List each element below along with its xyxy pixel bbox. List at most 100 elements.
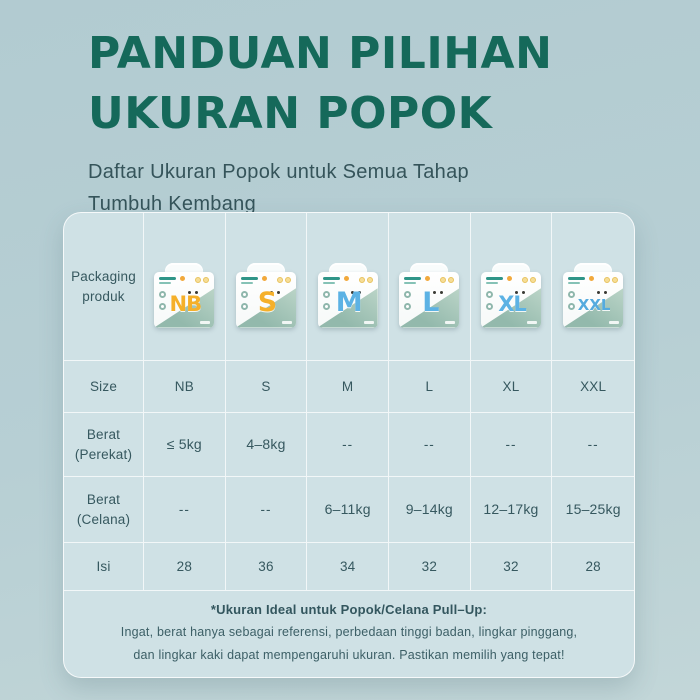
- count-mark: [609, 320, 620, 324]
- package-cell-xl: XL: [471, 213, 553, 360]
- size-row: Size NB S M L XL XXL: [64, 361, 634, 413]
- package-cell-s: S: [226, 213, 308, 360]
- page-title: PANDUAN PILIHAN UKURAN POPOK: [88, 24, 660, 144]
- brand-dot-icon: [425, 275, 431, 281]
- package-thumbnail-nb: NB: [154, 262, 215, 328]
- page-subtitle: Daftar Ukuran Popok untuk Semua Tahap Tu…: [88, 160, 469, 215]
- package-size-letter: M: [335, 287, 363, 319]
- package-cell-m: M: [307, 213, 389, 360]
- brand-mark-icon: [485, 276, 503, 284]
- brand-dot-icon: [589, 275, 595, 281]
- package-cell-xxl: XXL: [552, 213, 634, 360]
- package-thumbnail-xxl: XXL: [563, 262, 624, 328]
- berat-perekat-nb: ≤ 5kg: [144, 413, 226, 476]
- header: PANDUAN PILIHAN UKURAN POPOK Daftar Ukur…: [88, 24, 660, 220]
- isi-value-xl: 32: [471, 543, 553, 590]
- size-value-nb: NB: [144, 361, 226, 412]
- berat-perekat-row: Berat (Perekat) ≤ 5kg 4–8kg -- -- -- --: [64, 413, 634, 477]
- footnote: *Ukuran Ideal untuk Popok/Celana Pull–Up…: [64, 591, 634, 677]
- berat-celana-m: 6–11kg: [307, 477, 389, 542]
- badge-icons: [195, 276, 210, 283]
- row-label-berat-perekat: Berat (Perekat): [64, 413, 144, 476]
- isi-value-nb: 28: [144, 543, 226, 590]
- package-thumbnail-s: S: [235, 262, 296, 328]
- row-label-size: Size: [64, 361, 144, 412]
- count-mark: [363, 320, 374, 324]
- badge-icons: [604, 276, 619, 283]
- berat-perekat-xl: --: [471, 413, 553, 476]
- footnote-line3: dan lingkar kaki dapat mempengaruhi ukur…: [133, 647, 565, 662]
- berat-celana-xxl: 15–25kg: [565, 501, 621, 518]
- count-mark: [445, 320, 456, 324]
- feature-icons: [404, 290, 412, 310]
- count-mark: [526, 320, 537, 324]
- row-label-berat-celana: Berat (Celana): [64, 477, 144, 542]
- berat-celana-s: --: [226, 477, 308, 542]
- berat-perekat-s: 4–8kg: [226, 413, 308, 476]
- brand-dot-icon: [261, 275, 267, 281]
- brand-mark-icon: [404, 276, 422, 284]
- package-size-letter: NB: [169, 292, 203, 317]
- mascot-eyes-icon: [432, 290, 443, 294]
- badge-icons: [440, 276, 455, 283]
- package-body: S: [235, 271, 296, 328]
- mascot-eyes-icon: [351, 290, 362, 294]
- page-title-line1: PANDUAN PILIHAN: [88, 28, 553, 79]
- brand-mark-icon: [568, 276, 586, 284]
- berat-perekat-m: --: [307, 413, 389, 476]
- size-value-s: S: [226, 361, 308, 412]
- isi-row: Isi 28 36 34 32 32 28: [64, 543, 634, 591]
- row-label-isi: Isi: [64, 543, 144, 590]
- size-guide-card: Packaging produk NB: [63, 212, 635, 678]
- package-size-letter: S: [257, 287, 277, 319]
- feature-icons: [485, 290, 493, 310]
- package-size-letter: L: [422, 287, 439, 319]
- package-body: L: [399, 271, 460, 328]
- footnote-line2: Ingat, berat hanya sebagai referensi, pe…: [120, 625, 578, 640]
- brand-dot-icon: [180, 275, 186, 281]
- berat-celana-row: Berat (Celana) -- -- 6–11kg 9–14kg 12–17…: [64, 477, 634, 543]
- size-value-l: L: [389, 361, 471, 412]
- count-mark: [281, 320, 292, 324]
- brand-mark-icon: [240, 276, 258, 284]
- isi-value-l: 32: [389, 543, 471, 590]
- mascot-eyes-icon: [269, 290, 280, 294]
- packaging-row: Packaging produk NB: [64, 213, 634, 361]
- isi-value-s: 36: [226, 543, 308, 590]
- isi-value-xxl: 28: [585, 558, 601, 574]
- size-value-xl: XL: [471, 361, 553, 412]
- package-body: XXL: [563, 271, 624, 328]
- package-thumbnail-m: M: [317, 262, 378, 328]
- badge-icons: [521, 276, 536, 283]
- footnote-line1: *Ukuran Ideal untuk Popok/Celana Pull–Up…: [210, 602, 488, 618]
- brand-mark-icon: [159, 276, 177, 284]
- mascot-eyes-icon: [514, 290, 525, 294]
- feature-icons: [322, 290, 330, 310]
- mascot-eyes-icon: [596, 290, 607, 294]
- berat-celana-l: 9–14kg: [389, 477, 471, 542]
- isi-value-m: 34: [307, 543, 389, 590]
- package-body: NB: [154, 271, 215, 328]
- page-title-line2: UKURAN POPOK: [88, 87, 493, 139]
- package-cell-nb: NB: [144, 213, 226, 360]
- feature-icons: [568, 290, 576, 310]
- berat-perekat-l: --: [389, 413, 471, 476]
- package-thumbnail-xl: XL: [480, 262, 541, 328]
- badge-icons: [358, 276, 373, 283]
- row-label-packaging: Packaging produk: [64, 213, 144, 360]
- package-cell-l: L: [389, 213, 471, 360]
- berat-celana-xl: 12–17kg: [471, 477, 553, 542]
- badge-icons: [276, 276, 291, 283]
- feature-icons: [159, 290, 167, 310]
- size-value-xxl: XXL: [580, 378, 607, 394]
- package-size-letter: XL: [498, 292, 527, 317]
- package-thumbnail-l: L: [399, 262, 460, 328]
- size-value-m: M: [307, 361, 389, 412]
- count-mark: [200, 320, 211, 324]
- brand-mark-icon: [322, 276, 340, 284]
- package-body: M: [317, 271, 378, 328]
- feature-icons: [240, 290, 248, 310]
- brand-dot-icon: [343, 275, 349, 281]
- package-size-letter: XXL: [577, 295, 611, 314]
